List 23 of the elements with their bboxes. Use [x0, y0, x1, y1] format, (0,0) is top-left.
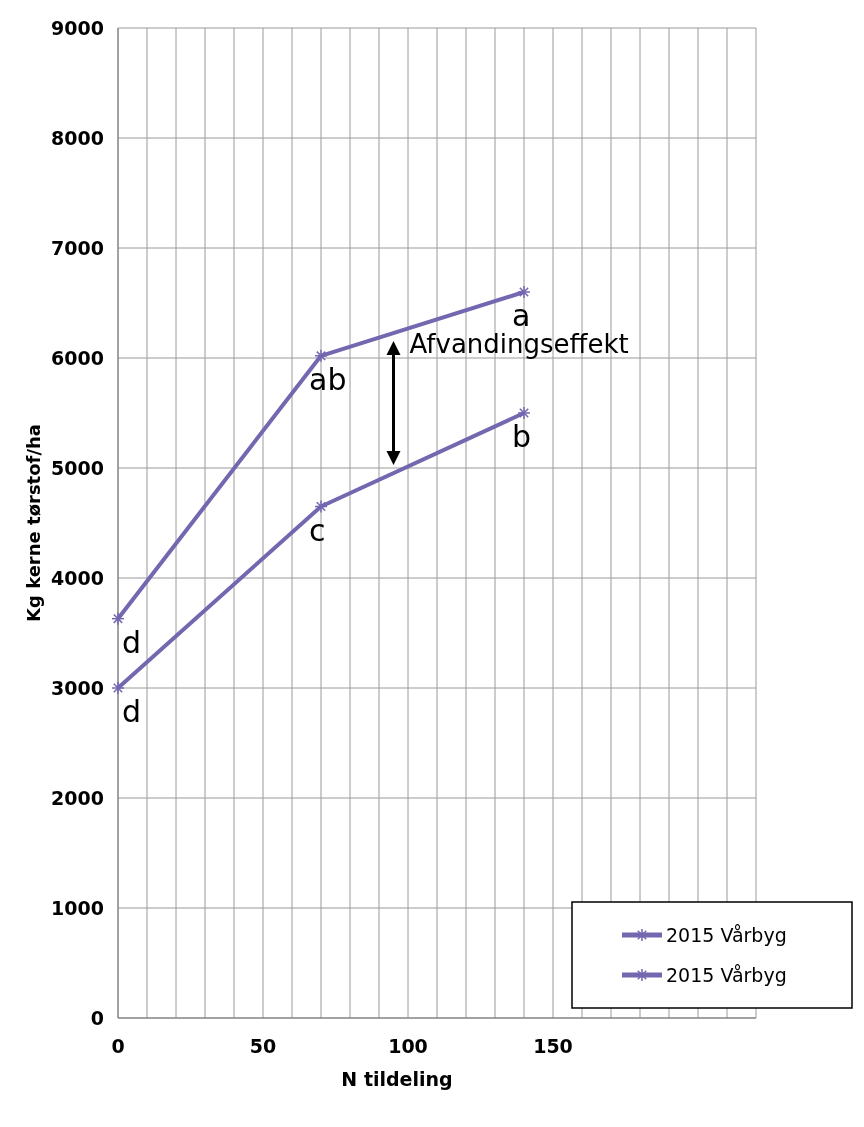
legend-label: 2015 Vårbyg	[666, 963, 787, 986]
y-tick-label: 9000	[51, 16, 104, 39]
annotation: d	[122, 624, 142, 660]
y-tick-label: 8000	[51, 126, 104, 149]
annotation: b	[512, 419, 532, 454]
y-tick-label: 0	[90, 1006, 104, 1029]
y-tick-label: 2000	[51, 786, 104, 809]
y-tick-label: 4000	[51, 566, 104, 589]
y-tick-label: 1000	[51, 896, 104, 919]
x-axis-title: N tildeling	[341, 1068, 453, 1090]
y-tick-label: 5000	[51, 456, 104, 479]
x-tick-label: 100	[388, 1035, 428, 1057]
annotation: d	[122, 694, 142, 729]
annotation: ab	[309, 361, 347, 397]
x-tick-label: 150	[533, 1035, 573, 1057]
y-axis-title: Kg kerne tørstof/ha	[23, 424, 44, 622]
legend-label: 2015 Vårbyg	[666, 923, 787, 946]
annotation: c	[309, 512, 326, 548]
y-tick-label: 3000	[51, 676, 104, 699]
x-tick-label: 0	[111, 1035, 125, 1057]
y-tick-label: 6000	[51, 346, 104, 369]
y-tick-label: 7000	[51, 236, 104, 259]
x-tick-label: 50	[249, 1035, 277, 1057]
